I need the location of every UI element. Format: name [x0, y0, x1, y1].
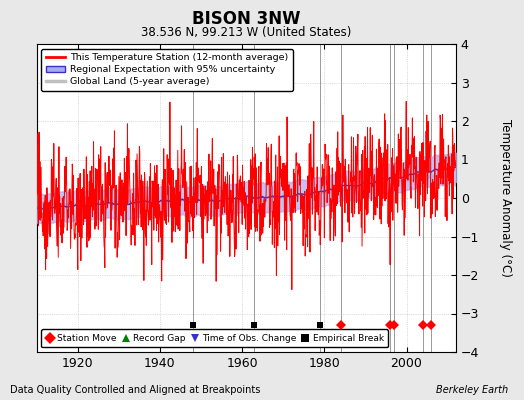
Text: BISON 3NW: BISON 3NW [192, 10, 301, 28]
Text: Data Quality Controlled and Aligned at Breakpoints: Data Quality Controlled and Aligned at B… [10, 385, 261, 395]
Legend: Station Move, Record Gap, Time of Obs. Change, Empirical Break: Station Move, Record Gap, Time of Obs. C… [41, 330, 388, 348]
Y-axis label: Temperature Anomaly (°C): Temperature Anomaly (°C) [498, 119, 511, 277]
Text: 38.536 N, 99.213 W (United States): 38.536 N, 99.213 W (United States) [141, 26, 352, 39]
Text: Berkeley Earth: Berkeley Earth [436, 385, 508, 395]
